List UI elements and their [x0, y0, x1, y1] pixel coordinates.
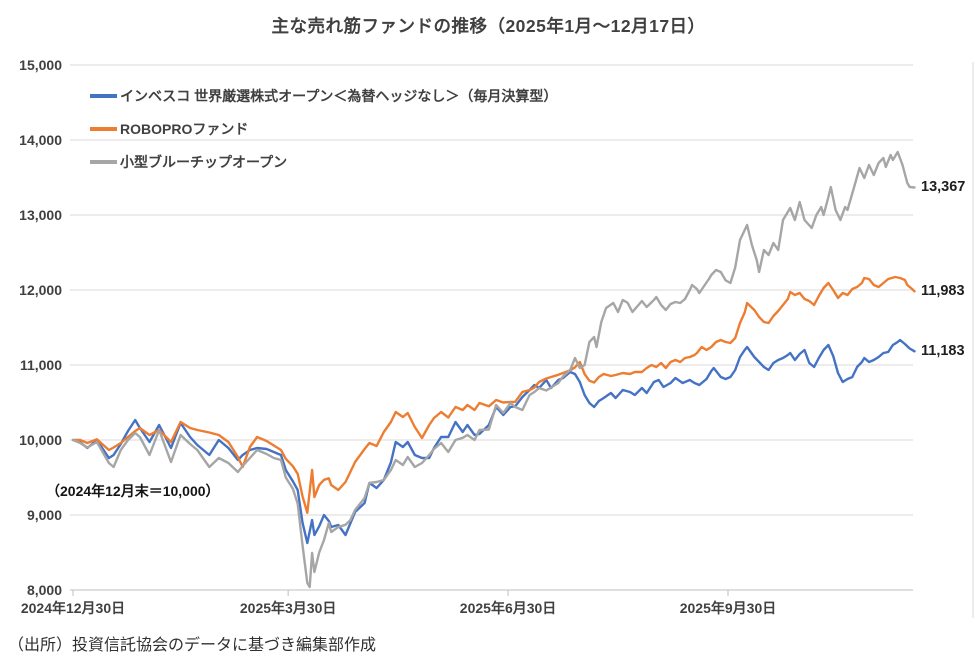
series-end-value-label: 11,983 [921, 283, 965, 300]
y-axis-label: 9,000 [26, 507, 62, 523]
series-end-value-label: 11,183 [921, 343, 965, 360]
legend-label: インベスコ 世界厳選株式オープン＜為替ヘッジなし＞（毎月決算型） [120, 88, 558, 104]
y-axis-label: 14,000 [19, 132, 62, 148]
y-axis-label: 8,000 [26, 582, 62, 598]
baseline-annotation: （2024年12月末＝10,000） [46, 483, 220, 499]
series-line-1 [71, 275, 916, 514]
legend: インベスコ 世界厳選株式オープン＜為替ヘッジなし＞（毎月決算型） ROBOPROフ… [90, 84, 557, 183]
y-axis-label: 15,000 [19, 57, 62, 73]
legend-item-1: ROBOPROファンド [90, 117, 557, 141]
legend-label: ROBOPROファンド [120, 121, 249, 137]
y-axis-label: 12,000 [19, 282, 62, 298]
series-end-value-label: 13,367 [921, 179, 966, 196]
series-line-2 [71, 150, 916, 589]
x-axis-label: 2025年3月30日 [239, 600, 337, 616]
y-axis-label: 11,000 [19, 357, 62, 373]
chart-title: 主な売れ筋ファンドの推移（2025年1月～12月17日） [271, 16, 706, 36]
legend-line-swatch [90, 160, 117, 164]
legend-label: 小型ブルーチップオープン [120, 154, 288, 170]
legend-item-2: 小型ブルーチップオープン [90, 150, 557, 174]
y-axis-label: 10,000 [19, 432, 62, 448]
source-note: （出所）投資信託協会のデータに基づき編集部作成 [8, 637, 377, 654]
legend-item-0: インベスコ 世界厳選株式オープン＜為替ヘッジなし＞（毎月決算型） [90, 84, 557, 108]
x-axis-label: 2025年6月30日 [459, 600, 557, 616]
series-line-0 [71, 338, 916, 545]
x-axis-label: 2024年12月30日 [20, 600, 126, 616]
legend-line-swatch [90, 94, 117, 98]
y-axis-label: 13,000 [19, 207, 62, 223]
x-axis-label: 2025年9月30日 [679, 600, 777, 616]
legend-line-swatch [90, 127, 117, 131]
